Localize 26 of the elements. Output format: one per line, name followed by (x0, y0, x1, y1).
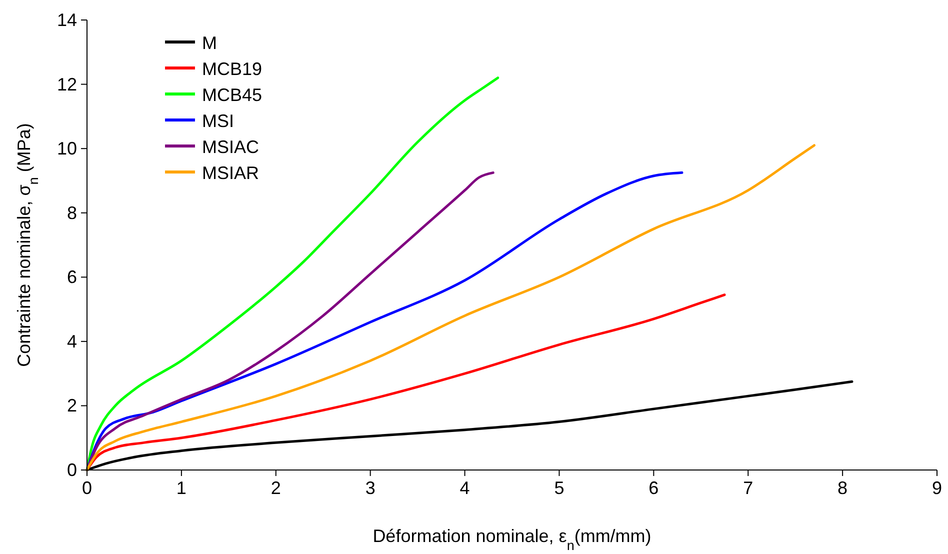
legend-label: M (202, 33, 217, 53)
x-tick-label: 9 (932, 478, 942, 498)
y-tick-label: 0 (66, 460, 77, 480)
y-tick-label: 12 (56, 74, 77, 94)
x-tick-label: 3 (365, 478, 376, 498)
x-tick-label: 1 (176, 478, 186, 498)
y-tick-label: 2 (66, 396, 77, 416)
x-tick-label: 0 (82, 478, 92, 498)
x-tick-label: 4 (460, 478, 470, 498)
x-axis-title: Déformation nominale, ε$_{n}$(mm/mm) (372, 526, 652, 552)
x-tick-label: 5 (554, 478, 564, 498)
y-tick-label: 4 (66, 331, 77, 352)
y-tick-label: 6 (66, 267, 77, 288)
legend-label: MCB45 (202, 85, 262, 105)
y-tick-label: 14 (56, 10, 77, 30)
legend-label: MSIAC (202, 137, 260, 157)
x-tick-label: 2 (270, 478, 281, 498)
x-tick-label: 8 (838, 478, 848, 498)
legend-label: MSI (202, 111, 234, 131)
x-tick-label: 7 (743, 478, 754, 498)
y-tick-label: 10 (56, 138, 77, 159)
line-series (86, 76, 500, 472)
legend-label: MSIAR (202, 163, 260, 183)
y-tick-label: 8 (66, 202, 77, 223)
legend-label: MCB19 (202, 59, 262, 79)
x-tick-label: 6 (648, 478, 659, 498)
